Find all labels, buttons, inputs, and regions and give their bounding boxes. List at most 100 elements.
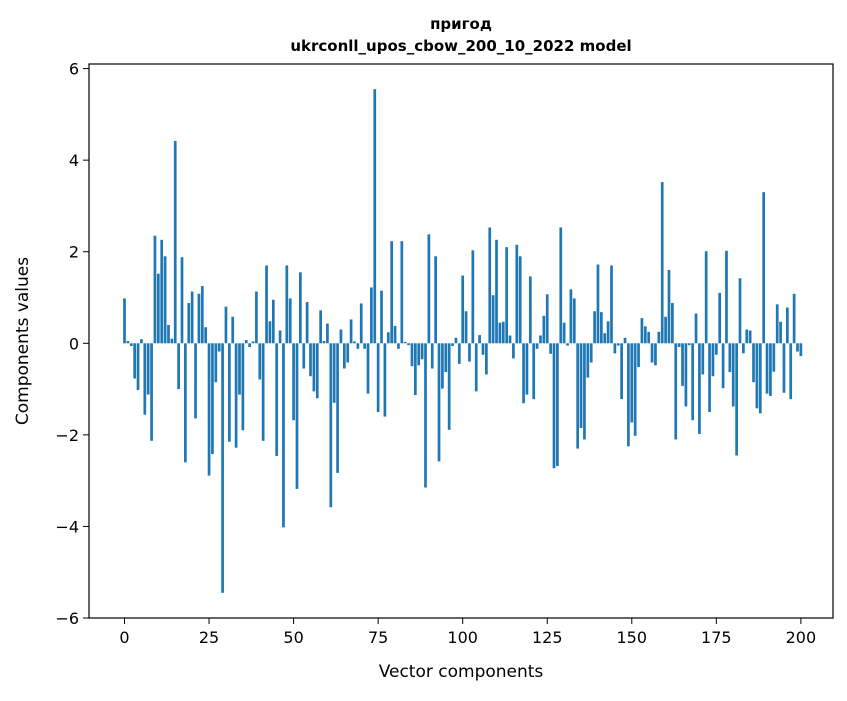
bar-83 [403,341,407,344]
bar-170 [698,343,701,434]
bar-152 [637,343,640,368]
bar-56 [312,343,316,392]
y-tick-label: 6 [69,60,79,79]
bar-97 [451,343,454,347]
bar-119 [525,343,529,395]
x-axis-label: Vector components [379,662,544,682]
bar-141 [599,312,603,344]
bar-193 [775,304,779,344]
bar-77 [383,343,387,417]
bar-92 [434,256,437,344]
bar-112 [501,321,505,344]
bar-49 [288,298,292,344]
bar-80 [393,325,397,344]
bar-13 [167,324,170,344]
bar-111 [498,322,502,344]
bar-42 [265,265,268,344]
x-tick-label: 175 [701,628,732,647]
chart-subtitle: ukrconll_upos_cbow_200_10_2022 model [290,37,631,55]
bar-2 [129,343,133,347]
bar-29 [221,343,224,593]
bar-138 [589,343,593,363]
plot-frame [88,63,834,619]
bar-150 [630,343,634,423]
bar-66 [346,343,350,363]
bar-26 [211,343,214,455]
bar-50 [292,343,295,421]
bar-55 [309,343,312,377]
bar-23 [200,286,204,344]
bar-180 [731,343,735,407]
bar-134 [576,343,580,449]
bar-163 [674,343,678,440]
bar-86 [413,343,417,396]
bar-51 [295,343,299,489]
chart-title: пригод [430,15,492,33]
bar-65 [342,343,346,369]
bar-181 [735,343,738,456]
bar-136 [583,343,586,440]
y-tick-label: 0 [69,334,79,353]
bar-198 [792,293,796,344]
bar-40 [258,343,262,380]
bar-171 [701,343,705,375]
bar-157 [654,343,657,366]
x-tick-label: 75 [368,628,388,647]
bar-131 [566,343,569,346]
ticks-group: 0 25 50 75 100 125 150 175 200 −6 −4 −2 0 2 4 6 [55,60,816,647]
bar-178 [725,250,728,344]
bar-0 [123,298,126,344]
bar-172 [704,251,708,344]
bar-160 [664,316,667,344]
bar-43 [268,321,272,344]
bar-1 [126,341,130,344]
bar-176 [718,292,722,344]
bar-113 [505,247,509,344]
bar-53 [302,343,306,369]
bar-132 [569,289,573,344]
bar-35 [241,343,245,431]
bar-68 [353,341,356,344]
bar-164 [677,343,681,347]
bar-183 [742,343,745,354]
bar-11 [160,239,164,344]
bar-108 [488,227,492,344]
bar-109 [491,295,495,344]
bar-140 [596,264,600,344]
bar-31 [227,343,231,442]
bar-146 [616,343,620,346]
bar-62 [332,343,336,403]
bar-76 [380,290,383,344]
bar-165 [681,343,684,386]
bar-185 [748,330,752,344]
y-axis-label: Components values [13,257,33,425]
bar-100 [461,275,465,344]
bar-195 [782,343,786,393]
bar-199 [796,343,799,352]
y-tick-label: −4 [55,517,79,536]
bar-38 [251,341,255,344]
bar-63 [336,343,339,473]
bar-166 [684,343,688,407]
bar-177 [721,343,725,389]
bar-161 [667,270,671,344]
bar-143 [606,321,610,344]
bar-8 [150,343,153,441]
bar-173 [708,343,711,412]
bar-32 [231,316,235,344]
bar-137 [586,343,590,378]
bar-192 [772,343,776,372]
y-tick-label: 4 [69,151,79,170]
bar-133 [572,298,576,344]
bar-156 [650,343,654,363]
bar-123 [539,335,542,344]
bar-153 [640,318,644,344]
bar-52 [299,272,302,344]
bar-16 [177,343,180,390]
bar-75 [376,343,380,412]
bar-182 [738,278,742,344]
bar-129 [559,227,563,344]
bar-200 [799,343,803,357]
bar-194 [779,321,782,344]
